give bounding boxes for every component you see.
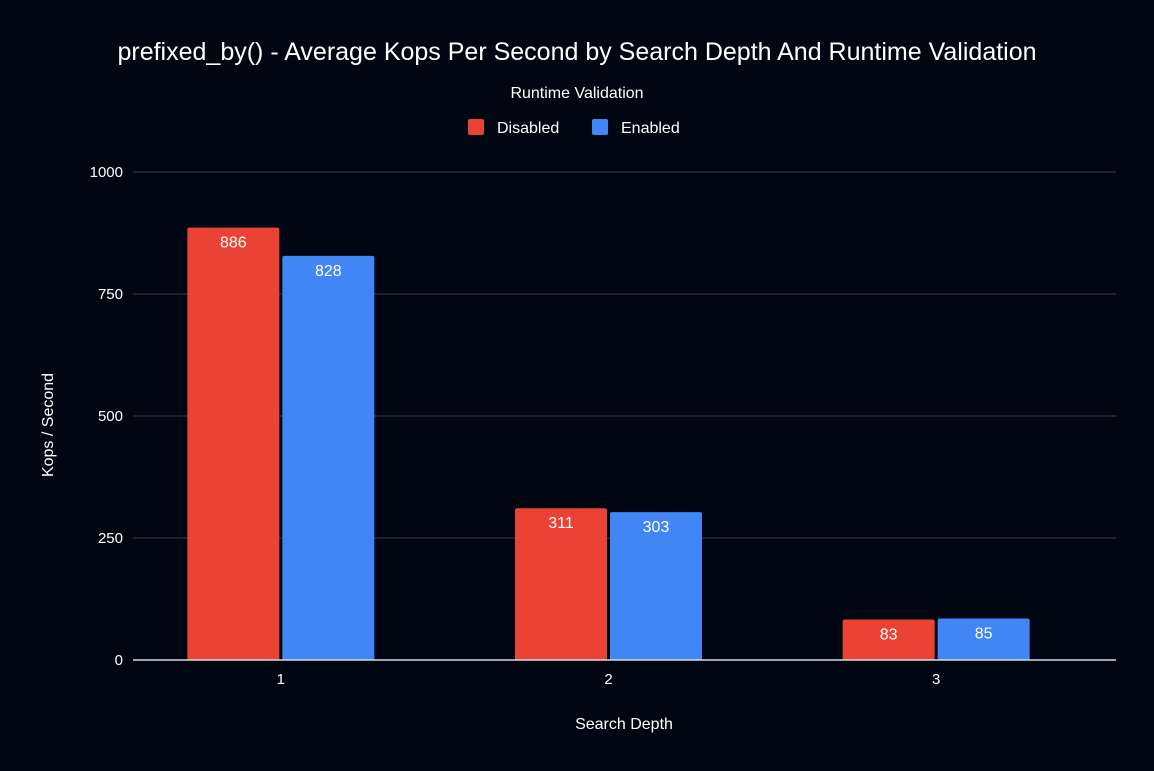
x-tick-label-1: 1 <box>277 671 285 688</box>
x-tick-label-3: 3 <box>932 671 940 688</box>
x-axis-label: Search Depth <box>575 716 673 733</box>
y-axis-label: Kops / Second <box>40 373 57 477</box>
legend-title: Runtime Validation <box>510 85 643 102</box>
legend-swatch-enabled <box>592 119 608 135</box>
bar-enabled-2 <box>610 512 702 660</box>
y-tick-label-1000: 1000 <box>90 164 123 181</box>
legend-swatch-disabled <box>468 119 484 135</box>
legend-item-disabled: Disabled <box>468 119 559 137</box>
bars <box>187 227 1030 660</box>
legend: Disabled Enabled <box>468 119 680 137</box>
chart-title: prefixed_by() - Average Kops Per Second … <box>117 38 1036 66</box>
bar-disabled-1 <box>187 227 280 660</box>
data-labels: 886 828 311 303 83 85 <box>220 235 993 644</box>
y-tick-label-250: 250 <box>98 530 123 547</box>
y-tick-label-0: 0 <box>115 652 123 669</box>
y-tick-label-500: 500 <box>98 408 123 425</box>
bar-enabled-1 <box>282 255 375 660</box>
bar-disabled-3 <box>842 619 935 660</box>
data-label-enabled-3: 85 <box>975 626 993 643</box>
data-label-enabled-1: 828 <box>315 263 342 280</box>
data-label-enabled-2: 303 <box>643 519 670 536</box>
bar-enabled-3 <box>937 618 1030 660</box>
x-axis-ticks: 1 2 3 <box>277 671 941 688</box>
y-tick-label-750: 750 <box>98 286 123 303</box>
legend-item-enabled: Enabled <box>592 119 680 137</box>
gridlines <box>133 171 1116 539</box>
data-label-disabled-1: 886 <box>220 235 247 252</box>
bar-disabled-2 <box>515 508 607 660</box>
legend-label-disabled: Disabled <box>497 120 559 137</box>
y-axis-ticks: 0 250 500 750 1000 <box>90 164 123 669</box>
x-tick-label-2: 2 <box>604 671 612 688</box>
data-label-disabled-3: 83 <box>880 626 898 643</box>
data-label-disabled-2: 311 <box>548 515 574 532</box>
legend-label-enabled: Enabled <box>621 120 680 137</box>
